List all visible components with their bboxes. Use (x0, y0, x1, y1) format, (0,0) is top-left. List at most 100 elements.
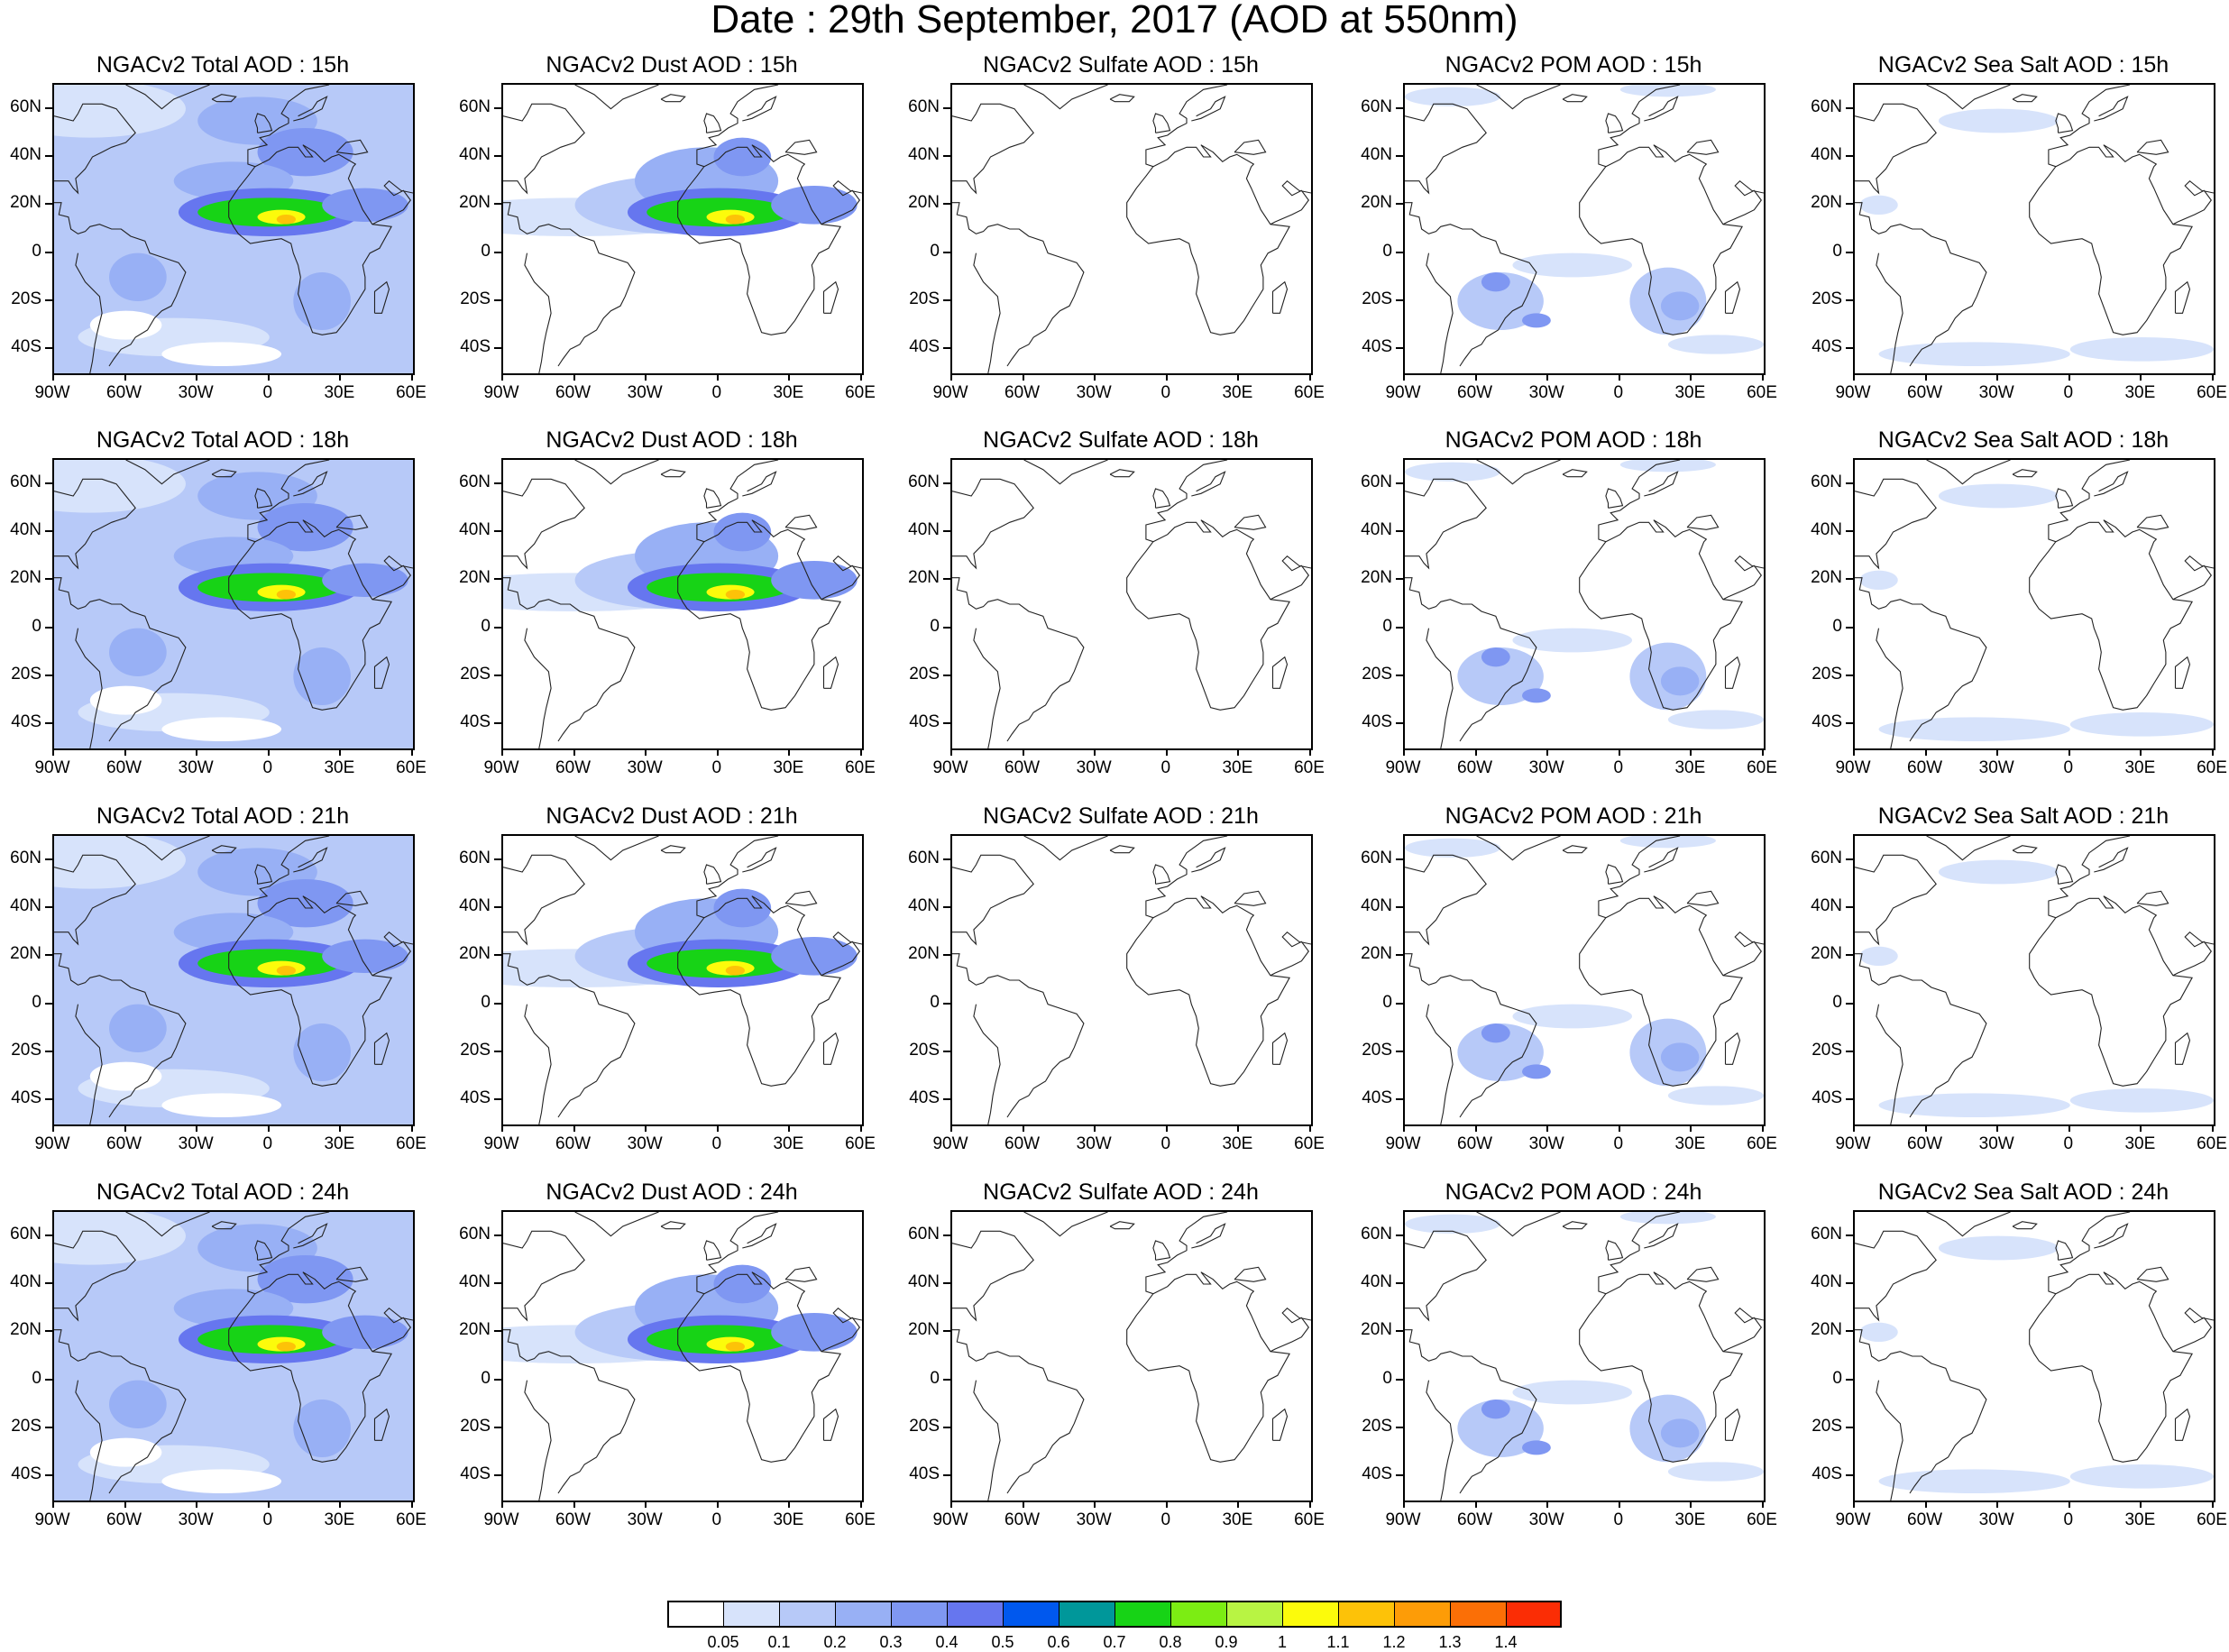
aod-shading (1512, 252, 1633, 278)
coastline (821, 931, 862, 977)
coastline (1152, 113, 1171, 133)
lat-tick-label: 20N (908, 1320, 940, 1340)
lon-tick (124, 748, 126, 756)
aod-shading (1481, 272, 1510, 292)
aod-shading (1878, 1093, 2070, 1117)
lon-tick-label: 30E (2124, 758, 2156, 777)
coastline (952, 202, 1085, 367)
colorbar-swatch (1506, 1601, 1562, 1628)
coastline (211, 1221, 237, 1230)
lat-tick-label: 0 (930, 1368, 940, 1388)
coastline (1722, 555, 1764, 601)
lat-tick (1846, 1098, 1853, 1101)
lon-tick (788, 1124, 791, 1132)
aod-shading (1938, 108, 2059, 133)
lon-tick (573, 1501, 575, 1508)
aod-shading (89, 1061, 162, 1091)
coastline (335, 514, 369, 530)
coastline (228, 460, 392, 711)
aod-shading (1660, 666, 1700, 696)
map-plot-area (501, 458, 864, 750)
lon-tick (1618, 1124, 1620, 1132)
lat-tick-label: 0 (32, 1368, 41, 1388)
panel-title: NGACv2 POM AOD : 21h (1445, 803, 1702, 829)
lon-tick-label: 30W (1978, 1134, 2014, 1153)
colorbar-label: 1.2 (1382, 1633, 1406, 1651)
coastline (1562, 469, 1588, 478)
coastline (574, 85, 659, 110)
lat-tick (943, 155, 950, 157)
coastline (2094, 96, 2129, 122)
lon-tick (1309, 1124, 1311, 1132)
coastline (54, 854, 136, 946)
lat-tick-label: 60N (1361, 472, 1392, 491)
coastline (742, 1223, 777, 1249)
lat-tick-label: 40S (11, 1088, 41, 1108)
lat-tick (494, 858, 501, 860)
lat-tick-label: 60N (10, 1224, 41, 1244)
coastline (1724, 1032, 1741, 1065)
lat-tick (943, 1282, 950, 1284)
coastline (2172, 931, 2214, 977)
coastline (54, 1329, 187, 1494)
coastline (1644, 471, 1679, 497)
lon-tick-label: 30E (773, 1134, 804, 1153)
aod-shading (257, 128, 353, 177)
panel-title: NGACv2 Total AOD : 18h (96, 427, 350, 453)
coastline (503, 854, 585, 946)
lat-tick (1846, 722, 1853, 725)
lon-tick-label: 30E (1674, 1134, 1706, 1153)
aod-shading (1878, 1469, 2070, 1493)
aod-shading (1481, 647, 1510, 667)
lat-tick-label: 20S (909, 665, 940, 684)
lat-tick (943, 578, 950, 581)
lon-tick-label: 30E (324, 758, 355, 777)
lat-tick-label: 40N (10, 1272, 41, 1291)
aod-shading (1522, 313, 1551, 328)
coastline (503, 1329, 636, 1494)
aod-shading (2069, 1464, 2214, 1489)
coastline (952, 478, 1034, 570)
coastline (125, 85, 210, 110)
lon-tick (860, 1124, 862, 1132)
aod-shading (1619, 85, 1716, 97)
map-panel: NGACv2 POM AOD : 21h 60N 40N 20N 0 20S 40S 90W 6… (1349, 803, 1780, 1164)
lat-tick-label: 60N (459, 848, 491, 867)
panel-title: NGACv2 POM AOD : 24h (1445, 1179, 1702, 1205)
lon-tick (2140, 748, 2142, 756)
lon-tick-label: 90W (1835, 758, 1871, 777)
lat-tick (494, 906, 501, 908)
coastline (254, 488, 273, 509)
coastline (677, 460, 841, 711)
lon-tick-label: 60E (1747, 758, 1777, 777)
lat-tick (494, 1051, 501, 1052)
coastline (1605, 864, 1624, 885)
lat-tick-label: 40N (10, 145, 41, 164)
coastline (821, 555, 862, 601)
lat-tick-label: 40S (11, 337, 41, 357)
lat-tick-label: 40N (10, 520, 41, 539)
lat-tick (45, 106, 52, 109)
lat-tick (943, 1098, 950, 1101)
lat-tick (1396, 530, 1403, 532)
lat-tick (1846, 299, 1853, 301)
lat-tick (1846, 858, 1853, 860)
colorbar-label: 1.3 (1438, 1633, 1462, 1651)
coastline (54, 103, 136, 195)
lat-tick-label: 20S (909, 1417, 940, 1436)
lat-tick (943, 251, 950, 253)
lat-tick (943, 722, 950, 725)
aod-shading (713, 1264, 772, 1304)
lat-tick (1396, 203, 1403, 206)
lat-tick-label: 20S (11, 665, 41, 684)
lat-tick (1846, 1330, 1853, 1333)
lon-tick-label: 0 (711, 1134, 722, 1153)
lon-tick-label: 90W (483, 758, 519, 777)
colorbar-frame (667, 1601, 1562, 1628)
colorbar-swatch (723, 1601, 779, 1628)
lon-tick-label: 90W (1835, 383, 1871, 402)
coastline (703, 895, 806, 919)
lat-tick-label: 40S (11, 1464, 41, 1484)
coastline (254, 864, 273, 885)
coastline (1605, 144, 1708, 168)
